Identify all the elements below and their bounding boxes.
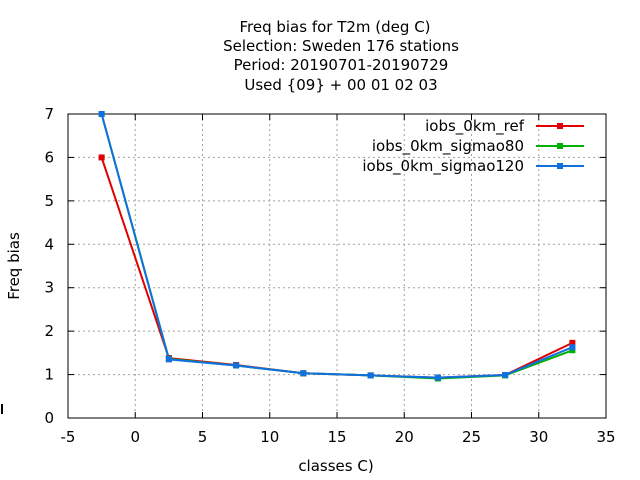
title-line-2: Selection: Sweden 176 stations — [223, 37, 459, 55]
y-tick-label: 6 — [44, 148, 54, 166]
data-point — [233, 362, 240, 369]
data-point — [569, 339, 576, 346]
y-tick-label: 5 — [44, 192, 54, 210]
title-line-4: Used {09} + 00 01 02 03 — [244, 76, 437, 94]
x-tick-label: 25 — [462, 428, 481, 446]
legend-item: iobs_0km_sigmao80 — [372, 137, 584, 156]
x-tick-label: 10 — [260, 428, 279, 446]
axis-ticks: -5 0 5 10 15 20 25 30 35 0 1 2 3 4 5 6 7 — [44, 105, 615, 446]
x-tick-label: 30 — [529, 428, 548, 446]
x-tick-label: 0 — [130, 428, 140, 446]
legend-item: iobs_0km_ref — [425, 117, 584, 136]
series-iobs_0km_sigmao120 — [98, 111, 576, 381]
legend: iobs_0km_refiobs_0km_sigmao80iobs_0km_si… — [362, 117, 584, 176]
y-tick-label: 1 — [44, 366, 54, 384]
legend-label: iobs_0km_sigmao80 — [372, 137, 524, 156]
data-point — [98, 154, 105, 161]
data-point — [300, 370, 307, 377]
legend-item: iobs_0km_sigmao120 — [362, 157, 584, 176]
y-tick-label: 3 — [44, 279, 54, 297]
chart-title: Freq bias for T2m (deg C) Selection: Swe… — [223, 18, 459, 94]
y-tick-label: 7 — [44, 105, 54, 123]
legend-label: iobs_0km_sigmao120 — [362, 157, 524, 176]
x-tick-label: 35 — [596, 428, 615, 446]
y-tick-label: 2 — [44, 322, 54, 340]
data-point — [502, 372, 509, 379]
series-iobs_0km_ref — [98, 154, 576, 381]
legend-swatch-marker — [557, 163, 563, 169]
y-tick-label: 4 — [44, 235, 54, 253]
title-line-3: Period: 20190701-20190729 — [234, 56, 449, 74]
series — [98, 111, 576, 382]
title-line-1: Freq bias for T2m (deg C) — [239, 18, 430, 36]
data-point — [434, 374, 441, 381]
legend-swatch-marker — [557, 123, 563, 129]
legend-label: iobs_0km_ref — [425, 117, 525, 136]
x-tick-label: -5 — [61, 428, 76, 446]
data-point — [569, 344, 576, 351]
data-point — [367, 372, 374, 379]
plot-frame — [67, 113, 607, 419]
data-point — [98, 111, 105, 117]
grid — [68, 114, 606, 418]
legend-swatch-marker — [557, 143, 563, 149]
series-line — [100, 113, 573, 379]
data-point — [569, 347, 576, 354]
y-tick-label: 0 — [44, 409, 54, 427]
x-tick-label: 20 — [395, 428, 414, 446]
x-axis-label: classes C) — [298, 457, 373, 475]
x-tick-label: 5 — [198, 428, 208, 446]
data-point — [165, 356, 172, 363]
y-axis-label: Freq bias — [5, 232, 23, 300]
x-tick-label: 15 — [327, 428, 346, 446]
